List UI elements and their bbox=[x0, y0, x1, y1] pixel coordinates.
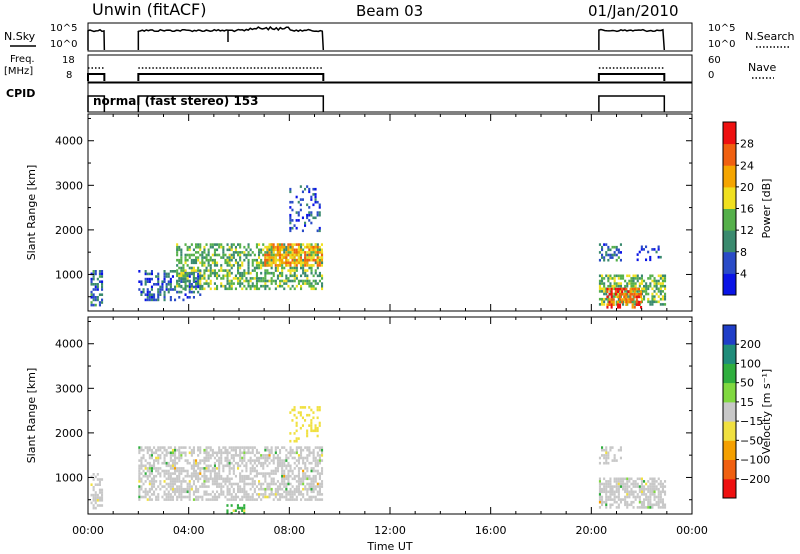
nave-label: Nave bbox=[748, 61, 777, 74]
cpid-text: normal (fast stereo) 153 bbox=[93, 94, 259, 108]
nsky-tick-bottom: 10^0 bbox=[50, 39, 78, 50]
cpid-strip bbox=[87, 82, 693, 113]
y-tick-label: 4000 bbox=[55, 135, 83, 148]
y-tick-label: 3000 bbox=[55, 382, 83, 395]
freq-trace bbox=[597, 73, 666, 81]
nsearch-label: N.Search bbox=[745, 30, 795, 43]
colorbar-label: Power [dB] bbox=[760, 179, 773, 239]
x-tick-label: 00:00 bbox=[676, 524, 708, 537]
y-tick-label: 4000 bbox=[55, 338, 83, 351]
colorbar-swatch bbox=[723, 344, 736, 364]
colorbar-tick-label: 28 bbox=[740, 138, 754, 151]
colorbar-tick-label: −100 bbox=[740, 454, 770, 467]
x-tick-label: 04:00 bbox=[173, 524, 205, 537]
y-axis-label: Slant Range [km] bbox=[25, 165, 38, 261]
x-axis-label: Time UT bbox=[366, 540, 412, 553]
colorbar-swatch bbox=[723, 382, 736, 403]
colorbar-swatch bbox=[723, 273, 736, 296]
colorbar-tick-label: 16 bbox=[740, 203, 754, 216]
colorbar-tick-label: 4 bbox=[740, 267, 747, 280]
x-tick-label: 16:00 bbox=[475, 524, 507, 537]
freq-tick-top: 18 bbox=[62, 55, 75, 66]
colorbar-swatch bbox=[723, 478, 736, 499]
freq-trace bbox=[87, 73, 106, 81]
nsearch-tick-bottom: 10^0 bbox=[708, 39, 736, 50]
colorbar-tick-label: 24 bbox=[740, 159, 754, 172]
colorbar-tick-label: 8 bbox=[740, 246, 747, 259]
colorbar-swatch bbox=[723, 186, 736, 209]
colorbar-tick-label: 12 bbox=[740, 224, 754, 237]
colorbar-swatch bbox=[723, 421, 736, 441]
freq-tick-bottom: 8 bbox=[66, 70, 73, 81]
y-tick-label: 1000 bbox=[55, 268, 83, 281]
colorbar-tick-label: 15 bbox=[740, 396, 754, 409]
freq-unit-label: [MHz] bbox=[4, 66, 34, 77]
colorbar-swatch bbox=[723, 440, 736, 460]
y-axis-label: Slant Range [km] bbox=[25, 368, 38, 464]
y-tick-label: 2000 bbox=[55, 224, 83, 237]
x-tick-label: 20:00 bbox=[575, 524, 607, 537]
colorbar-swatch bbox=[723, 208, 736, 231]
station-title: Unwin (fitACF) bbox=[92, 0, 207, 19]
x-tick-label: 12:00 bbox=[374, 524, 406, 537]
freq-label: Freq. bbox=[10, 54, 35, 65]
cpid-trace bbox=[598, 95, 666, 112]
colorbar-swatch bbox=[723, 230, 736, 253]
freq-trace bbox=[137, 73, 325, 81]
colorbar-tick-label: 200 bbox=[740, 338, 761, 351]
nsky-trace bbox=[598, 28, 666, 51]
velocity-panel bbox=[90, 406, 667, 515]
colorbar-tick-label: −15 bbox=[740, 415, 763, 428]
x-tick-label: 00:00 bbox=[72, 524, 104, 537]
power-panel bbox=[90, 185, 667, 309]
y-tick-label: 3000 bbox=[55, 179, 83, 192]
colorbar-swatch bbox=[723, 122, 736, 145]
nsearch-tick-top: 10^5 bbox=[708, 23, 736, 34]
colorbar-swatch bbox=[723, 143, 736, 166]
cpid-label: CPID bbox=[6, 87, 36, 100]
colorbar-label: Velocity [m s⁻¹] bbox=[760, 369, 773, 454]
colorbar-swatch bbox=[723, 165, 736, 188]
colorbar-tick-label: 50 bbox=[740, 377, 754, 390]
velocity-panel-colorbar bbox=[723, 325, 736, 499]
nave-tick-top: 60 bbox=[708, 55, 721, 66]
colorbar-tick-label: 20 bbox=[740, 181, 754, 194]
colorbar-swatch bbox=[723, 401, 736, 422]
cpid-trace bbox=[87, 95, 106, 112]
colorbar-frame bbox=[722, 324, 737, 499]
power-panel-colorbar bbox=[723, 122, 736, 296]
x-tick-label: 08:00 bbox=[273, 524, 305, 537]
nsky-trace bbox=[87, 28, 106, 51]
cpid-trace bbox=[137, 95, 325, 112]
colorbar-tick-label: −200 bbox=[740, 473, 770, 486]
colorbar-swatch bbox=[723, 325, 736, 345]
freq-strip bbox=[87, 54, 693, 83]
beam-title: Beam 03 bbox=[356, 2, 424, 20]
date-title: 01/Jan/2010 bbox=[588, 2, 679, 20]
y-tick-label: 1000 bbox=[55, 471, 83, 484]
colorbar-swatch bbox=[723, 251, 736, 274]
nsky-trace bbox=[137, 25, 325, 51]
colorbar-tick-label: −50 bbox=[740, 434, 763, 447]
y-tick-label: 2000 bbox=[55, 427, 83, 440]
nsky-tick-top: 10^5 bbox=[50, 23, 78, 34]
colorbar-swatch bbox=[723, 459, 736, 480]
nsky-label: N.Sky bbox=[4, 30, 36, 43]
nave-tick-bottom: 0 bbox=[708, 70, 715, 81]
colorbar-tick-label: 100 bbox=[740, 357, 761, 370]
colorbar-swatch bbox=[723, 363, 736, 384]
nsky-strip bbox=[87, 22, 693, 52]
